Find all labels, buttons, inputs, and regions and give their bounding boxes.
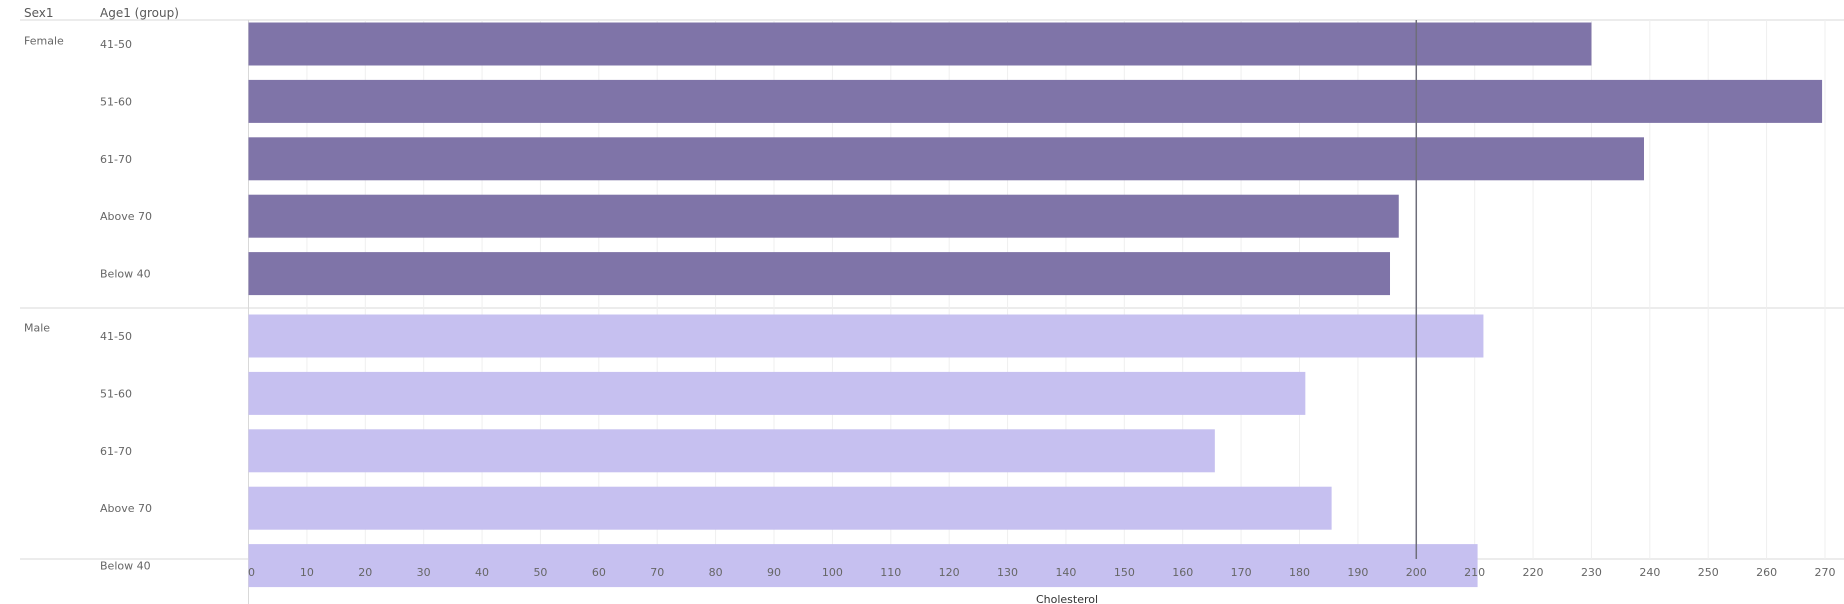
x-tick-label: 20 xyxy=(358,566,372,579)
category-label: Below 40 xyxy=(100,268,151,281)
bar xyxy=(248,79,1823,123)
bar xyxy=(248,314,1484,358)
category-label: 51-60 xyxy=(100,95,132,108)
x-tick-label: 220 xyxy=(1523,566,1544,579)
x-tick-label: 250 xyxy=(1698,566,1719,579)
x-tick-label: 160 xyxy=(1172,566,1193,579)
bar xyxy=(248,252,1391,296)
x-tick-label: 50 xyxy=(533,566,547,579)
x-tick-label: 140 xyxy=(1055,566,1076,579)
x-tick-label: 260 xyxy=(1756,566,1777,579)
bar xyxy=(248,22,1592,66)
header-sex: Sex1 xyxy=(24,6,54,20)
category-labels: Female 41-50 51-60 61-70 Above 70 Below 40 Mal… xyxy=(24,35,152,573)
group-label: Male xyxy=(24,322,50,335)
bar xyxy=(248,544,1478,588)
category-label: 51-60 xyxy=(100,387,132,400)
category-label: 61-70 xyxy=(100,153,132,166)
x-tick-label: 120 xyxy=(939,566,960,579)
x-tick-label: 30 xyxy=(417,566,431,579)
category-label: 41-50 xyxy=(100,330,132,343)
x-tick-label: 270 xyxy=(1815,566,1836,579)
x-tick-label: 0 xyxy=(248,566,255,579)
x-tick-label: 180 xyxy=(1289,566,1310,579)
x-tick-label: 210 xyxy=(1464,566,1485,579)
x-tick-label: 40 xyxy=(475,566,489,579)
x-tick-label: 130 xyxy=(997,566,1018,579)
bar xyxy=(248,371,1306,415)
bar xyxy=(248,486,1332,530)
x-tick-label: 240 xyxy=(1639,566,1660,579)
x-tick-labels: 0 10 20 30 40 50 60 70 80 90 100 110 120 130 140 150 160… xyxy=(248,566,1836,579)
x-tick-label: 150 xyxy=(1114,566,1135,579)
x-tick-label: 70 xyxy=(650,566,664,579)
x-tick-label: 60 xyxy=(592,566,606,579)
category-label: Above 70 xyxy=(100,210,152,223)
bar xyxy=(248,194,1399,238)
header-age-group: Age1 (group) xyxy=(100,6,179,20)
x-axis-title: Cholesterol xyxy=(1036,593,1098,604)
category-label: 41-50 xyxy=(100,38,132,51)
x-tick-label: 80 xyxy=(709,566,723,579)
bar xyxy=(248,429,1215,473)
x-tick-label: 90 xyxy=(767,566,781,579)
category-label: Below 40 xyxy=(100,560,151,573)
group-label: Female xyxy=(24,35,64,48)
category-label: 61-70 xyxy=(100,445,132,458)
x-tick-label: 190 xyxy=(1347,566,1368,579)
x-tick-label: 230 xyxy=(1581,566,1602,579)
x-tick-label: 170 xyxy=(1231,566,1252,579)
x-tick-label: 100 xyxy=(822,566,843,579)
bars xyxy=(248,22,1823,588)
x-tick-label: 10 xyxy=(300,566,314,579)
bar xyxy=(248,137,1644,181)
x-tick-label: 200 xyxy=(1406,566,1427,579)
x-tick-label: 110 xyxy=(880,566,901,579)
category-label: Above 70 xyxy=(100,502,152,515)
